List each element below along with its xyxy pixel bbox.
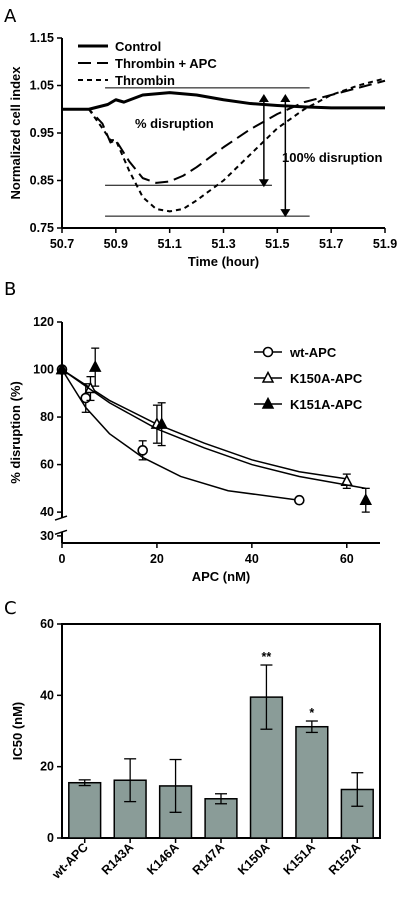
panel-b-legend-marker xyxy=(262,346,274,358)
panel-b-legend-label: K150A-APC xyxy=(290,371,363,386)
panel-b-data-point xyxy=(55,362,69,375)
panel-a-x-tick-label: 51.3 xyxy=(211,237,235,251)
panel-a-x-tick-label: 50.9 xyxy=(104,237,128,251)
panel-a-x-tick-label: 51.7 xyxy=(319,237,343,251)
panel-b-x-tick-label: 40 xyxy=(245,552,259,566)
panel-b-x-tick-label: 0 xyxy=(59,552,66,566)
panel-b-legend-marker xyxy=(261,370,275,383)
panel-b-y-tick-label: 120 xyxy=(33,315,54,329)
panel-a-y-tick-label: 0.95 xyxy=(30,126,54,140)
panel-b-fit-curve xyxy=(61,368,366,490)
panel-b-data-point xyxy=(137,445,148,456)
panel-a-y-tick-label: 0.75 xyxy=(30,221,54,235)
panel-c-bar xyxy=(68,781,102,839)
panel-c-bar xyxy=(295,725,329,839)
panel-b-data-point xyxy=(155,417,168,429)
panel-a-x-axis-label: Time (hour) xyxy=(188,254,259,269)
panel-a-x-tick-label: 51.1 xyxy=(157,237,181,251)
panel-a-x-tick-label: 51.9 xyxy=(373,237,397,251)
panel-b-data-point xyxy=(359,493,373,505)
panel-b-x-tick-label: 60 xyxy=(340,552,354,566)
panel-b-y-axis-label: % disruption (%) xyxy=(8,381,23,484)
panel-a-partial-arrow-head-down xyxy=(258,179,269,188)
panel-b-data-point xyxy=(80,392,92,404)
panel-a-x-tick-label: 51.5 xyxy=(265,237,289,251)
panel-letter-c: C xyxy=(4,598,17,619)
panel-a-series-line xyxy=(62,91,385,111)
panel-b-y-tick-label: 80 xyxy=(40,410,54,424)
panel-b-data-point xyxy=(294,494,305,506)
panel-c-significance-mark: ** xyxy=(262,650,272,664)
panel-b-chart: 30 40 60 80 100 120 0 20 40 60 APC (nM) % disruptio… xyxy=(8,315,380,584)
panel-c-category-label: K146A xyxy=(144,840,181,877)
panel-a-partial-arrow-head-up xyxy=(258,94,269,103)
panel-c-significance-mark: * xyxy=(309,706,314,720)
panel-a-y-tick-label: 1.15 xyxy=(30,31,54,45)
panel-a-y-tick-label: 0.85 xyxy=(30,174,54,188)
panel-a-annotation-partial: % disruption xyxy=(135,116,214,131)
panel-b-axis-break-mark xyxy=(54,529,68,536)
panel-a-chart: 0.75 0.85 0.95 1.05 1.15 50.7 50.9 51.1 51.3 51.5… xyxy=(8,31,397,269)
panel-c-y-tick-label: 40 xyxy=(40,688,54,702)
panel-c-category-label: R143A xyxy=(99,840,136,877)
panel-c-y-axis-label: IC50 (nM) xyxy=(10,702,25,761)
panel-b-y-tick-label: 100 xyxy=(33,363,54,377)
panel-c-category-label: K150A xyxy=(235,840,272,877)
panel-a-legend-label: Thrombin xyxy=(115,73,175,88)
panel-c-category-label: wt-APC xyxy=(49,840,91,882)
panel-c-category-label: R152A xyxy=(326,840,363,877)
panel-b-axis-break-mark xyxy=(54,515,68,521)
panel-a-x-tick-label: 50.7 xyxy=(50,237,74,251)
panel-a-legend-label: Control xyxy=(115,39,161,54)
panel-c-chart: 0 20 40 60 IC50 (nM) wt-APC R143A K146A R147A ** K… xyxy=(10,617,381,882)
panel-c-category-label: K151A xyxy=(281,840,318,877)
panel-b-fit-curve xyxy=(61,369,300,501)
panel-c-y-tick-label: 20 xyxy=(40,760,54,774)
panel-a-series-line xyxy=(62,77,386,213)
panel-letter-b: B xyxy=(4,279,16,300)
panel-b-y-tick-label: 30 xyxy=(40,529,54,543)
panel-b-y-tick-label: 40 xyxy=(40,505,54,519)
panel-a-annotation-full: 100% disruption xyxy=(282,150,382,165)
panel-letter-a: A xyxy=(4,6,17,27)
panel-b-y-tick-label: 60 xyxy=(40,458,54,472)
panel-b-legend-label: K151A-APC xyxy=(290,397,363,412)
panel-a-y-axis-label: Normalized cell index xyxy=(8,66,23,200)
panel-a-full-arrow-head-up xyxy=(280,94,291,103)
panel-c-category-label: R147A xyxy=(190,840,227,877)
panel-b-x-tick-label: 20 xyxy=(150,552,164,566)
panel-b-fit-curve xyxy=(61,368,347,480)
panel-a-full-arrow-head-down xyxy=(280,209,291,218)
panel-a-series-line xyxy=(62,79,386,184)
panel-b-legend-marker xyxy=(261,396,275,409)
panel-a-legend-label: Thrombin + APC xyxy=(115,56,217,71)
panel-b-x-axis-label: APC (nM) xyxy=(192,569,251,584)
panel-b-data-point xyxy=(88,360,102,372)
panel-c-bar xyxy=(204,798,238,839)
panel-c-y-tick-label: 0 xyxy=(47,831,54,845)
panel-a-y-tick-label: 1.05 xyxy=(30,79,54,93)
panel-b-legend-label: wt-APC xyxy=(289,345,337,360)
panel-c-y-tick-label: 60 xyxy=(40,617,54,631)
